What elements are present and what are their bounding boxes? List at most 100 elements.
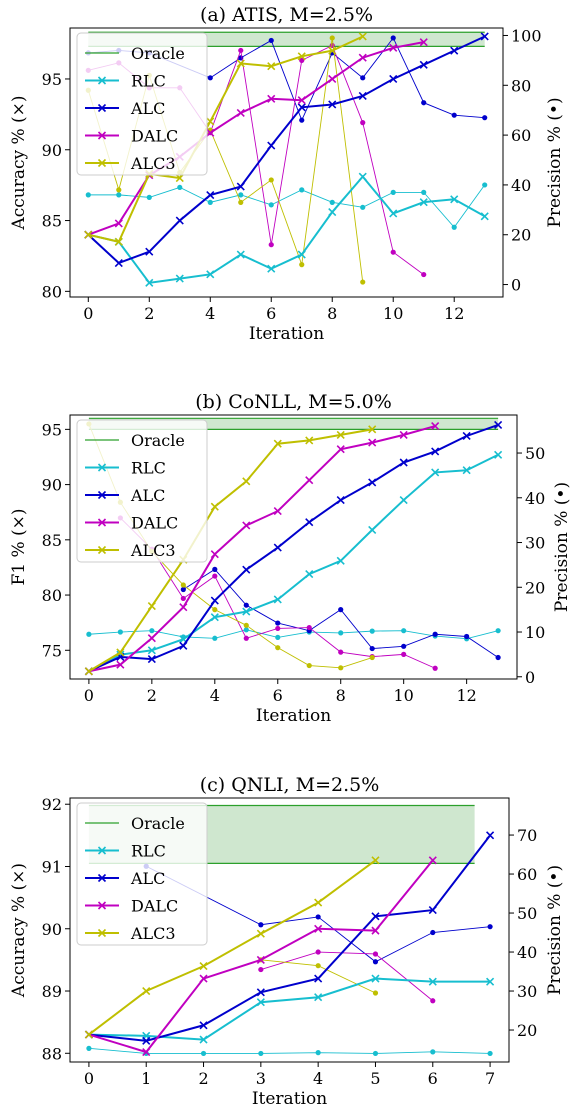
accuracy-point-alc bbox=[236, 182, 245, 191]
chart-panel-2: 0 2 4 6 8 10 12 75 80 85 90 95 0 10 20 30 40 50 (b) CoNLL,… bbox=[9, 391, 572, 726]
x-tick-label: 1 bbox=[141, 1069, 151, 1088]
accuracy-point-alc3 bbox=[256, 929, 265, 938]
precision-point-rlc bbox=[86, 631, 92, 637]
accuracy-point-rlc bbox=[267, 264, 276, 273]
legend-marker-rlc bbox=[97, 76, 107, 85]
legend-marker-alc3 bbox=[97, 545, 107, 555]
y-axis-label: F1 % (×) bbox=[9, 508, 29, 585]
precision-point-dalc bbox=[238, 47, 244, 54]
precision-point-alc bbox=[207, 75, 213, 81]
y-tick-label: 80 bbox=[42, 586, 62, 605]
f1-point-alc bbox=[210, 596, 219, 605]
precision-point-dalc bbox=[275, 625, 281, 632]
accuracy-point-dalc bbox=[297, 96, 306, 105]
y2-tick-label: 10 bbox=[525, 623, 545, 642]
chart-panel-1: 0 2 4 6 8 10 12 80 85 90 95 0 20 40 60 80 100 (a) ATIS, M… bbox=[9, 4, 565, 344]
y-tick-label: 85 bbox=[42, 531, 62, 550]
x-tick-label: 2 bbox=[198, 1069, 208, 1088]
f1-point-alc3 bbox=[147, 602, 156, 611]
precision-point-alc bbox=[315, 914, 321, 920]
accuracy-point-alc bbox=[480, 32, 489, 41]
precision-point-alc bbox=[338, 607, 344, 613]
chart-title: (a) ATIS, M=2.5% bbox=[200, 4, 373, 26]
x-tick-label: 7 bbox=[485, 1069, 495, 1088]
f1-point-rlc bbox=[273, 595, 282, 604]
precision-point-dalc bbox=[258, 966, 264, 973]
f1-point-alc3 bbox=[242, 477, 251, 486]
accuracy-point-alc bbox=[358, 91, 367, 101]
legend-marker-dalc bbox=[97, 131, 107, 140]
precision-point-dalc bbox=[243, 635, 249, 641]
y-tick-label: 89 bbox=[42, 982, 62, 1001]
accuracy-point-alc bbox=[389, 74, 398, 84]
precision-point-rlc bbox=[360, 204, 366, 210]
accuracy-point-dalc bbox=[389, 43, 398, 52]
plot-frame bbox=[69, 797, 510, 1063]
precision-point-alc3 bbox=[243, 622, 249, 628]
legend-marker-dalc bbox=[97, 518, 107, 527]
precision-point-rlc bbox=[117, 629, 123, 635]
legend-label-rlc: RLC bbox=[131, 72, 166, 91]
x-axis-label: Iteration bbox=[256, 706, 331, 726]
accuracy-point-rlc bbox=[314, 993, 323, 1002]
y2-axis-label: Precision % (•) bbox=[552, 482, 572, 612]
precision-point-alc bbox=[275, 620, 281, 626]
x-tick-label: 3 bbox=[256, 1069, 266, 1088]
precision-point-dalc bbox=[306, 624, 312, 631]
precision-line-alc bbox=[146, 865, 491, 963]
precision-point-rlc bbox=[421, 189, 427, 195]
accuracy-point-rlc bbox=[236, 250, 245, 259]
accuracy-point-alc bbox=[419, 60, 428, 69]
precision-point-rlc bbox=[369, 628, 375, 634]
precision-point-rlc bbox=[315, 1050, 321, 1056]
y2-tick-label: 70 bbox=[517, 826, 537, 845]
legend: Oracle RLC ALC DALC ALC3 bbox=[76, 802, 208, 946]
precision-point-dalc bbox=[401, 651, 407, 657]
accuracy-line-alc3 bbox=[88, 35, 364, 243]
precision-point-rlc bbox=[268, 202, 274, 208]
accuracy-point-alc bbox=[314, 974, 323, 983]
x-tick-label: 4 bbox=[205, 304, 215, 323]
precision-point-alc3 bbox=[275, 645, 281, 651]
f1-point-alc3 bbox=[368, 425, 377, 434]
legend-label-dalc: DALC bbox=[131, 514, 178, 533]
x-tick-label: 10 bbox=[383, 304, 403, 323]
y2-tick-label: 40 bbox=[511, 176, 531, 195]
precision-point-dalc bbox=[432, 665, 438, 671]
legend-marker-alc bbox=[97, 103, 107, 113]
legend-label-alc: ALC bbox=[130, 486, 165, 505]
accuracy-point-rlc bbox=[419, 198, 428, 207]
precision-point-alc3 bbox=[329, 35, 335, 41]
accuracy-point-rlc bbox=[486, 977, 495, 986]
precision-point-alc bbox=[487, 924, 493, 930]
f1-point-rlc bbox=[305, 569, 314, 579]
x-tick-label: 8 bbox=[327, 304, 337, 323]
legend: Oracle RLC ALC DALC ALC3 bbox=[76, 32, 208, 176]
accuracy-point-rlc bbox=[206, 270, 215, 279]
y2-tick-label: 30 bbox=[525, 534, 545, 553]
accuracy-point-dalc bbox=[142, 1047, 151, 1057]
accuracy-line-alc3 bbox=[88, 859, 377, 1036]
precision-point-alc bbox=[212, 566, 218, 572]
accuracy-point-dalc bbox=[428, 856, 437, 865]
precision-point-alc bbox=[430, 929, 436, 936]
precision-point-rlc bbox=[177, 184, 183, 191]
f1-point-rlc bbox=[147, 646, 156, 655]
precision-point-rlc bbox=[116, 192, 122, 198]
x-axis-label: Iteration bbox=[249, 324, 324, 344]
x-tick-label: 2 bbox=[144, 304, 154, 323]
y-tick-label: 95 bbox=[42, 420, 62, 439]
f1-point-rlc bbox=[210, 613, 219, 622]
precision-point-alc bbox=[482, 115, 488, 121]
f1-point-alc3 bbox=[336, 430, 345, 439]
precision-point-alc3 bbox=[360, 279, 366, 285]
legend-label-oracle: Oracle bbox=[131, 44, 185, 63]
precision-point-rlc bbox=[430, 1049, 436, 1055]
f1-line-dalc bbox=[88, 425, 436, 673]
x-tick-label: 6 bbox=[273, 686, 283, 705]
precision-point-rlc bbox=[329, 199, 335, 205]
accuracy-point-dalc bbox=[199, 974, 208, 983]
precision-point-rlc bbox=[338, 630, 344, 636]
f1-point-alc bbox=[368, 478, 377, 487]
accuracy-line-alc bbox=[87, 35, 486, 265]
